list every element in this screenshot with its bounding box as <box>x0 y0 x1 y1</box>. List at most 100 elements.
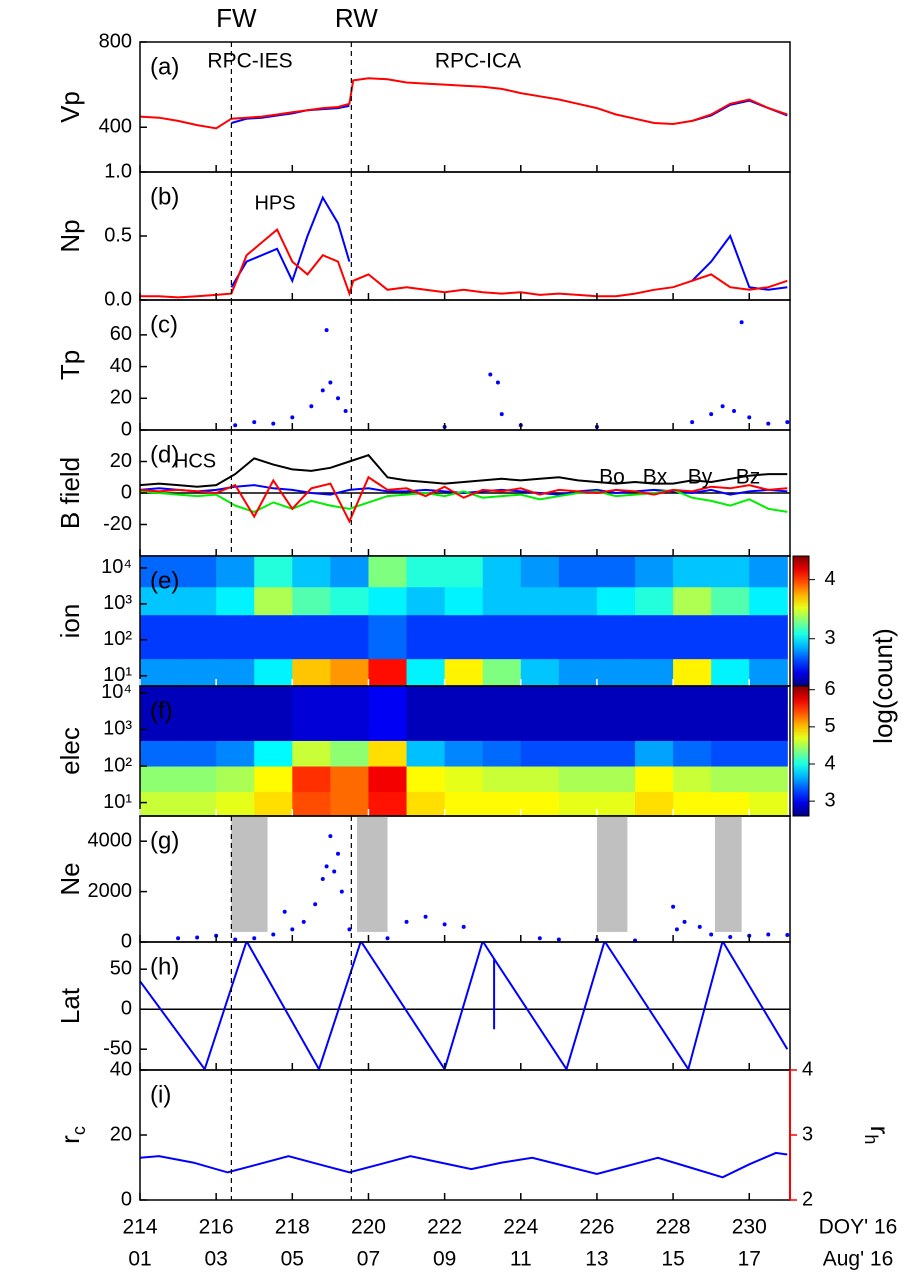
legend-entry: By <box>688 466 713 489</box>
heatmap-cell <box>558 658 598 686</box>
scatter-point <box>461 924 466 929</box>
heatmap-cell <box>520 658 560 686</box>
heatmap-cell <box>635 791 674 816</box>
scatter-point <box>336 396 341 401</box>
scatter-point <box>324 328 329 333</box>
heatmap-cell <box>673 791 712 816</box>
heatmap-cell <box>596 556 636 588</box>
heatmap-cell <box>292 791 331 816</box>
y-label-base: Np <box>55 219 85 252</box>
scatter-point <box>709 412 714 417</box>
plot-area <box>233 320 790 429</box>
plot-area <box>176 816 790 942</box>
x-tick-label-2: 03 <box>204 1248 227 1271</box>
series-line <box>231 99 788 124</box>
heatmap-cell <box>749 766 788 793</box>
legend-entry: RPC-IES <box>207 50 292 73</box>
series-line <box>140 454 788 488</box>
y-tick-label: 10³ <box>103 592 132 614</box>
series-line <box>140 942 789 1070</box>
scatter-point <box>324 864 329 869</box>
colorbar-label: log(count) <box>868 628 898 744</box>
shaded-interval <box>714 816 742 932</box>
y2-tick-label: 3 <box>802 1123 813 1145</box>
panel-label: (f) <box>150 697 173 724</box>
scatter-point <box>720 404 725 409</box>
scatter-point <box>176 936 181 941</box>
heatmap-cell <box>254 556 293 588</box>
y-tick-label: 0 <box>121 930 132 952</box>
heatmap-cell <box>482 766 522 793</box>
scatter-point <box>195 935 200 940</box>
heatmap-cell <box>216 556 255 588</box>
scatter-point <box>537 936 542 941</box>
scatter-point <box>766 421 771 426</box>
heatmap-cell <box>635 686 674 741</box>
scatter-point <box>739 320 744 325</box>
heatmap-cell <box>444 556 484 588</box>
heatmap-cell <box>711 586 750 616</box>
panel-label: (b) <box>150 183 179 210</box>
x-tick-label-2: 05 <box>281 1248 304 1271</box>
series-line <box>140 77 788 130</box>
heatmap-cell <box>673 556 712 588</box>
heatmap-cell <box>596 766 636 793</box>
heatmap-cell <box>596 658 636 686</box>
y-tick-label: 0 <box>121 481 132 503</box>
heatmap-cell <box>711 686 750 741</box>
heatmap-cell <box>635 740 674 767</box>
heatmap-cell <box>292 556 331 588</box>
scatter-point <box>252 936 257 941</box>
x-tick-label: 228 <box>656 1216 691 1239</box>
y2-tick-label: 4 <box>802 1058 813 1080</box>
heatmap-cell <box>635 766 674 793</box>
y-label-base: B field <box>55 457 85 529</box>
y-tick-label: 40 <box>110 1058 132 1080</box>
heatmap-cell <box>520 766 560 793</box>
heatmap-cell <box>749 658 788 686</box>
scatter-point <box>423 914 428 919</box>
y2-label-base: r <box>865 1126 895 1135</box>
y-tick-label: 10⁴ <box>101 681 132 703</box>
heatmap-cell <box>178 586 217 616</box>
scatter-point <box>709 932 714 937</box>
heatmap-cell <box>292 586 331 616</box>
heatmap-cell <box>178 614 217 660</box>
panel-label: (d) <box>150 441 179 468</box>
colorbar-tick-label: 3 <box>824 627 835 649</box>
colorbar <box>792 555 810 687</box>
heatmap-cell <box>254 614 293 660</box>
heatmap-cell <box>254 791 293 816</box>
scatter-point <box>301 919 306 924</box>
y-label: Lat <box>55 987 85 1024</box>
heatmap-cell <box>140 740 179 767</box>
heatmap-cell <box>444 740 484 767</box>
y-label: Tp <box>55 350 85 380</box>
heatmap-cell <box>596 791 636 816</box>
colorbar-tick-label: 4 <box>824 752 835 774</box>
annotation: HPS <box>254 192 295 214</box>
y-tick-label: 10³ <box>103 718 132 740</box>
heatmap-cell <box>368 766 408 793</box>
colorbar-tick-label: 3 <box>824 789 835 811</box>
heatmap-cell <box>140 614 179 660</box>
x-tick-label: 226 <box>579 1216 614 1239</box>
heatmap-cell <box>749 556 788 588</box>
shaded-interval <box>231 816 268 932</box>
x-tick-label-2: 11 <box>510 1248 532 1271</box>
y-label: rc <box>55 1126 89 1144</box>
heatmap-cell <box>292 740 331 767</box>
heatmap-cell <box>178 556 217 588</box>
y-label: Ne <box>55 862 85 895</box>
scatter-point <box>332 869 337 874</box>
heatmap-cell <box>673 658 712 686</box>
heatmap-cell <box>216 766 255 793</box>
heatmap-cell <box>520 686 560 741</box>
heatmap-cell <box>558 556 598 588</box>
panel-label: (h) <box>150 953 179 980</box>
heatmap-cell <box>444 614 484 660</box>
heatmap-cell <box>673 740 712 767</box>
y-label-sub: c <box>69 1126 89 1135</box>
y-tick-label: 20 <box>110 387 132 409</box>
